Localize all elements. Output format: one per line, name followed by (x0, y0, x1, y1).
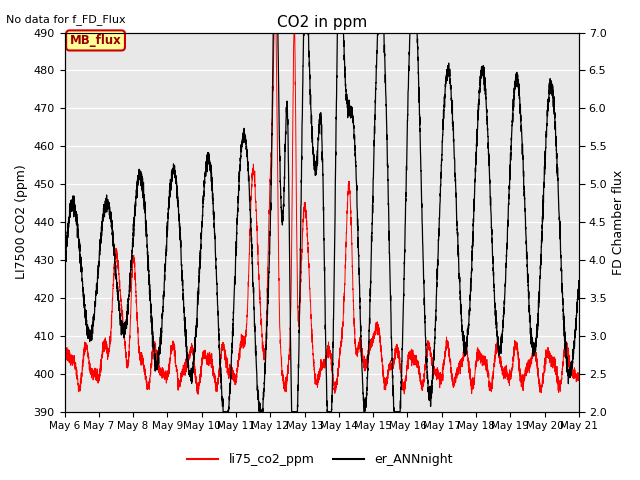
Y-axis label: FD Chamber flux: FD Chamber flux (612, 169, 625, 275)
Title: CO2 in ppm: CO2 in ppm (276, 15, 367, 30)
Legend: li75_co2_ppm, er_ANNnight: li75_co2_ppm, er_ANNnight (182, 448, 458, 471)
Y-axis label: LI7500 CO2 (ppm): LI7500 CO2 (ppm) (15, 165, 28, 279)
Text: No data for f_FD_Flux: No data for f_FD_Flux (6, 14, 126, 25)
Text: MB_flux: MB_flux (70, 34, 122, 47)
